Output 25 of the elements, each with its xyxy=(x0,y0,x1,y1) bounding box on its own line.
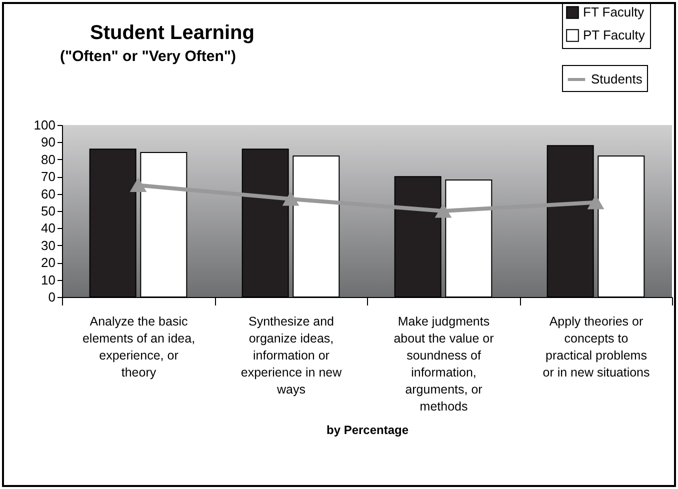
y-tick-label: 80 xyxy=(41,152,56,167)
legend-label: FT Faculty xyxy=(583,4,645,20)
y-tick-label: 30 xyxy=(41,238,56,253)
y-tick-label: 50 xyxy=(41,204,56,218)
point xyxy=(588,196,604,210)
y-tick-label: 10 xyxy=(41,272,56,288)
legend-label: Students xyxy=(591,72,643,86)
x-tick-label: Analyze the basic elements of an idea, experience, or theory xyxy=(82,314,196,380)
x-axis-title: by Percentage xyxy=(326,423,409,437)
point xyxy=(283,192,298,206)
y-tick-label: 60 xyxy=(41,186,56,202)
chart-title: Student Learning xyxy=(90,22,254,45)
point xyxy=(436,204,451,218)
x-tick-label: Make judgments about the value or soundness of information, arguments, or methods xyxy=(394,314,494,414)
y-tick-label: 70 xyxy=(41,169,56,184)
x-tick-label: Synthesize and organize ideas, information or experience in new ways xyxy=(240,314,343,396)
y-tick-label: 0 xyxy=(48,290,56,304)
y-tick-label: 20 xyxy=(41,255,56,270)
point xyxy=(130,178,146,192)
x-tick-label: Apply theories or concepts to practical problems or in new situations xyxy=(542,314,650,380)
legend-label: PT Faculty xyxy=(583,28,646,42)
y-tick-label: 90 xyxy=(41,134,56,150)
y-tick-label: 100 xyxy=(34,118,56,132)
y-tick-label: 40 xyxy=(41,220,56,236)
chart-subtitle: ("Often" or "Very Often") xyxy=(60,48,236,65)
